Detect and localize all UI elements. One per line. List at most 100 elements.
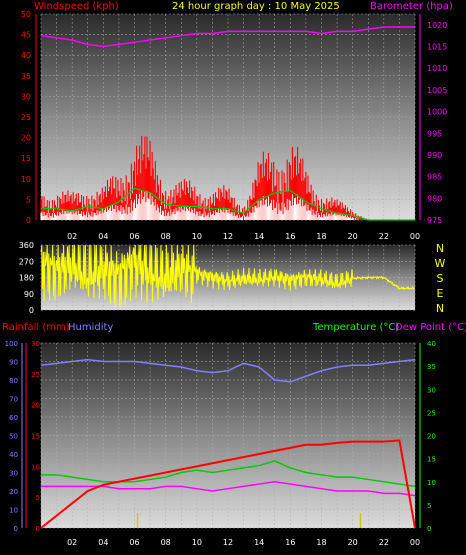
baro-tick-label: 1005 — [427, 86, 447, 95]
wind-tick-label: 5 — [26, 195, 31, 204]
hour-tick-label: 12 — [223, 538, 233, 547]
rain-tick-label: 30 — [31, 340, 40, 348]
hour-tick-label: 04 — [98, 232, 108, 241]
hour-tick-label: 00 — [410, 232, 420, 241]
dir-tick-label: 180 — [19, 274, 34, 283]
hour-tick-label: 16 — [285, 538, 295, 547]
hour-tick-label: 22 — [379, 232, 389, 241]
humidity-title: Humidity — [68, 322, 113, 333]
humidity-tick-label: 80 — [9, 377, 18, 385]
wind-tick-label: 50 — [21, 10, 31, 19]
wind-tick-label: 40 — [21, 51, 31, 60]
temperature-line — [41, 460, 416, 488]
wind-average-line — [41, 187, 415, 221]
wind-panel — [41, 14, 415, 220]
hour-tick-label: 20 — [348, 232, 358, 241]
hour-tick-label: 14 — [254, 538, 264, 547]
wind-tick-label: 25 — [21, 113, 31, 122]
barometer-title: Barometer (hpa) — [370, 1, 453, 12]
rain-tick-label: 20 — [31, 402, 40, 410]
humidity-tick-label: 50 — [9, 433, 18, 441]
hour-tick-label: 12 — [223, 232, 233, 241]
baro-tick-label: 1015 — [427, 43, 447, 52]
dir-tick-label: 360 — [19, 241, 34, 250]
wind-tick-label: 15 — [21, 154, 31, 163]
baro-tick-label: 975 — [427, 216, 442, 225]
hour-tick-label: 00 — [410, 538, 420, 547]
barometer-series — [40, 26, 415, 48]
baro-tick-label: 1010 — [427, 64, 447, 73]
hour-tick-label: 02 — [67, 232, 77, 241]
compass-label: E — [437, 287, 444, 300]
baro-tick-label: 995 — [427, 129, 442, 138]
compass-label: N — [436, 302, 444, 315]
temp-tick-label: 25 — [427, 409, 436, 417]
wind-tick-label: 35 — [21, 72, 31, 81]
rain-tick-label: 15 — [31, 433, 40, 441]
hour-tick-label: 04 — [98, 538, 108, 547]
temp-tick-label: 10 — [427, 479, 436, 487]
hour-tick-label: 16 — [285, 232, 295, 241]
rainfall-line — [40, 439, 416, 529]
hour-tick-label: 02 — [67, 538, 77, 547]
wind-series — [40, 135, 415, 221]
temp-tick-label: 15 — [427, 456, 436, 464]
baro-tick-label: 985 — [427, 173, 442, 182]
hour-tick-label: 20 — [348, 538, 358, 547]
temperature-title: Temperature (°C) — [312, 322, 399, 333]
baro-tick-label: 990 — [427, 151, 442, 160]
humidity-tick-label: 30 — [9, 470, 18, 478]
weather-grid — [40, 342, 416, 529]
barometer-line — [40, 26, 415, 48]
hour-tick-label: 06 — [129, 232, 139, 241]
dir-tick-label: 0 — [29, 306, 34, 315]
humidity-tick-label: 10 — [9, 507, 18, 515]
temp-tick-label: 35 — [427, 363, 436, 371]
humidity-tick-label: 0 — [14, 525, 18, 533]
humidity-tick-label: 70 — [9, 396, 18, 404]
direction-series — [40, 244, 415, 308]
rain-tick-label: 0 — [36, 525, 40, 533]
humidity-tick-label: 20 — [9, 488, 18, 496]
wind-tick-label: 0 — [26, 216, 31, 225]
hour-tick-label: 22 — [379, 538, 389, 547]
humidity-tick-label: 40 — [9, 451, 18, 459]
wind-tick-label: 45 — [21, 31, 31, 40]
weather-series — [40, 358, 416, 529]
humidity-tick-label: 100 — [5, 340, 18, 348]
humidity-tick-label: 60 — [9, 414, 18, 422]
compass-label: N — [436, 242, 444, 255]
dewpoint-line — [41, 480, 416, 497]
hour-tick-label: 08 — [161, 538, 171, 547]
hour-tick-label: 18 — [316, 538, 326, 547]
temp-tick-label: 30 — [427, 386, 436, 394]
hour-tick-label: 18 — [316, 232, 326, 241]
chart-title: 24 hour graph day : 10 May 2025 — [172, 1, 340, 12]
hour-tick-label: 14 — [254, 232, 264, 241]
hour-tick-label: 08 — [161, 232, 171, 241]
wind-tick-label: 10 — [21, 175, 31, 184]
dir-tick-label: 270 — [19, 257, 34, 266]
rain-tick-label: 5 — [36, 494, 40, 502]
dewpoint-title: Dew Point (°C) — [395, 322, 466, 333]
humidity-line — [40, 358, 416, 383]
direction-line — [40, 244, 415, 308]
baro-tick-label: 980 — [427, 194, 442, 203]
hour-tick-label: 06 — [129, 538, 139, 547]
temp-tick-label: 40 — [427, 340, 436, 348]
wind-tick-label: 20 — [21, 134, 31, 143]
temp-tick-label: 0 — [427, 525, 431, 533]
humidity-tick-label: 90 — [9, 359, 18, 367]
wind-tick-label: 30 — [21, 92, 31, 101]
rain-tick-label: 10 — [31, 463, 40, 471]
compass-label: W — [435, 257, 446, 270]
rain-tick-label: 25 — [31, 371, 40, 379]
baro-tick-label: 1000 — [427, 108, 447, 117]
rainfall-title: Rainfall (mm) — [2, 322, 70, 333]
baro-tick-label: 1020 — [427, 21, 447, 30]
hour-tick-label: 10 — [192, 232, 202, 241]
windspeed-title: Windspeed (kph) — [34, 1, 119, 12]
dir-tick-label: 90 — [24, 290, 34, 299]
